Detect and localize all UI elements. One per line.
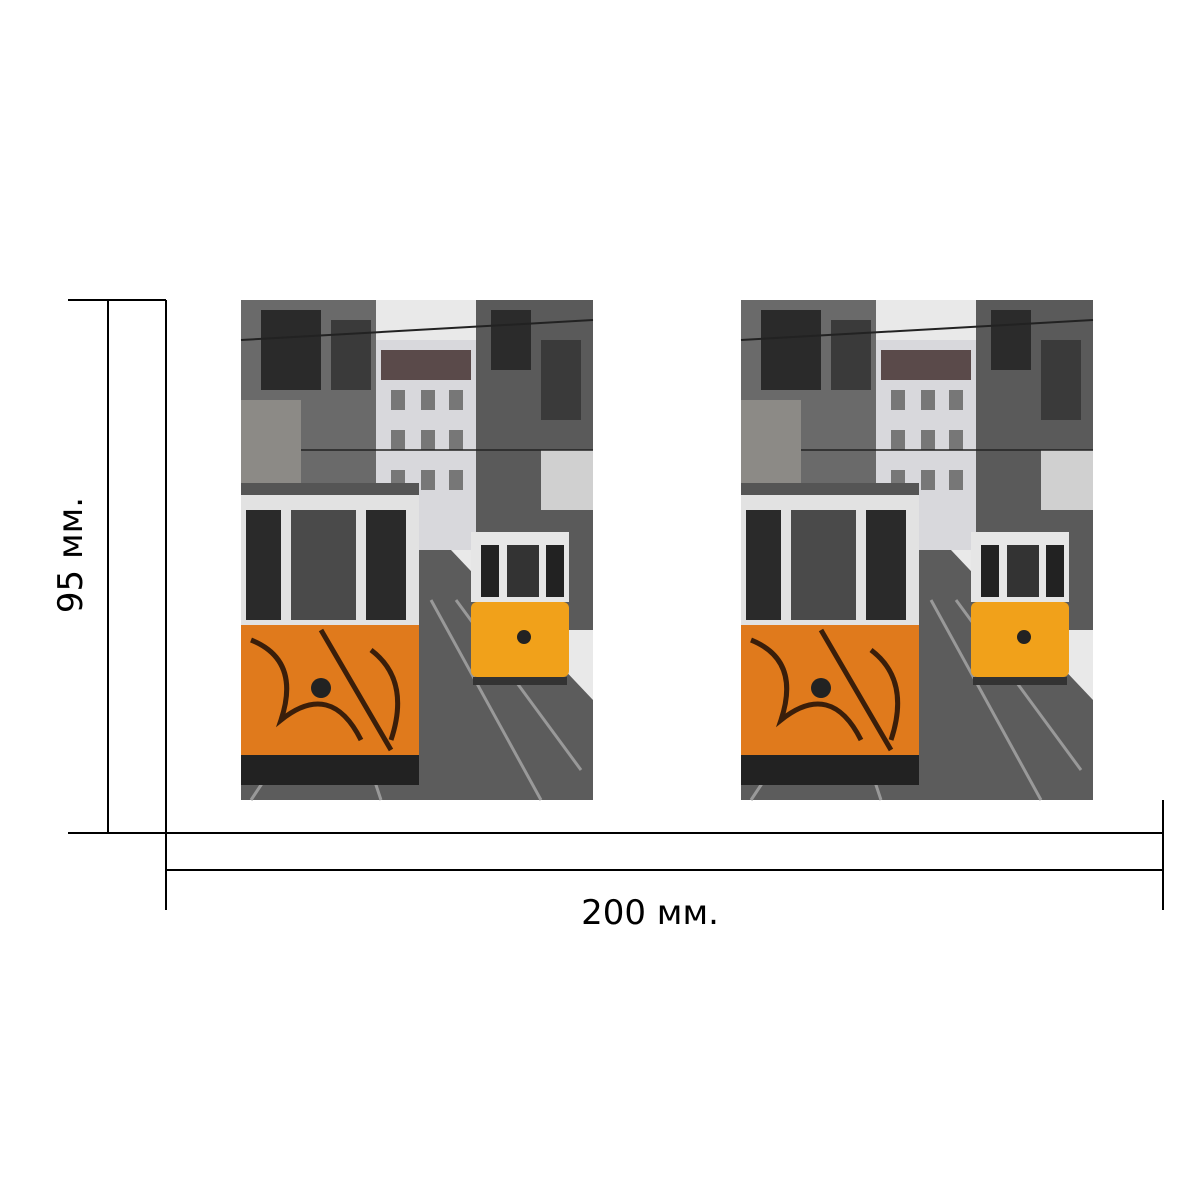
product-photo	[741, 300, 1093, 800]
height-label: 95 мм.	[51, 497, 91, 613]
width-label: 200 мм.	[581, 893, 719, 933]
product-photo	[241, 300, 593, 800]
